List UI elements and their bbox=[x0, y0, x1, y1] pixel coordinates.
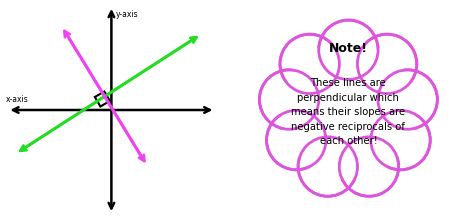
Circle shape bbox=[369, 46, 405, 82]
Circle shape bbox=[278, 122, 314, 158]
Text: Note!: Note! bbox=[329, 42, 368, 55]
Circle shape bbox=[351, 149, 387, 184]
Text: y-axis: y-axis bbox=[115, 10, 138, 19]
Circle shape bbox=[330, 32, 366, 68]
Circle shape bbox=[297, 59, 400, 161]
Circle shape bbox=[271, 82, 307, 117]
Circle shape bbox=[292, 46, 328, 82]
Text: x-axis: x-axis bbox=[5, 95, 28, 104]
Circle shape bbox=[390, 82, 426, 117]
Circle shape bbox=[310, 149, 346, 184]
Text: These lines are
perpendicular which
means their slopes are
negative reciprocals : These lines are perpendicular which mean… bbox=[292, 78, 405, 146]
Circle shape bbox=[383, 122, 419, 158]
